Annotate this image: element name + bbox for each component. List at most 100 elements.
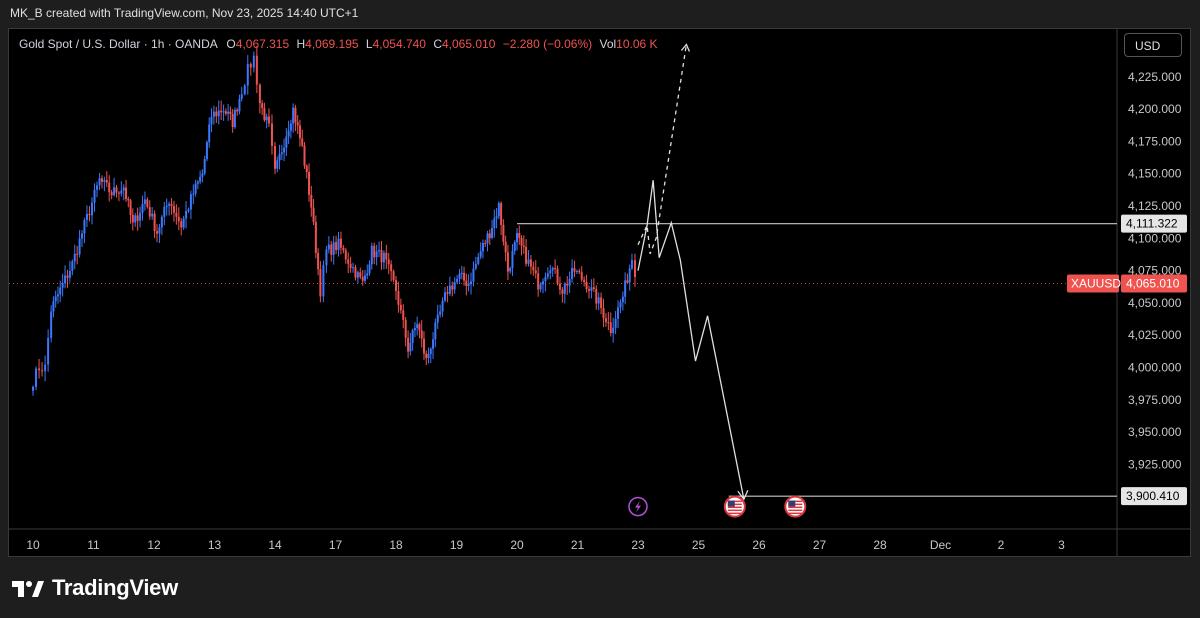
candle bbox=[168, 201, 171, 216]
candle bbox=[141, 195, 144, 221]
candle-body bbox=[453, 282, 456, 290]
candle-body bbox=[488, 233, 491, 238]
candle bbox=[81, 230, 84, 248]
candle-body bbox=[554, 267, 557, 269]
candle-body bbox=[409, 342, 412, 352]
x-tick-label: 19 bbox=[450, 538, 464, 552]
candle-body bbox=[212, 111, 215, 117]
price-chart[interactable]: 4,250.0004,225.0004,200.0004,175.0004,15… bbox=[9, 29, 1190, 556]
candle bbox=[205, 140, 208, 162]
candle-body bbox=[575, 270, 578, 272]
candle bbox=[539, 282, 542, 293]
candle bbox=[349, 256, 352, 273]
candle bbox=[395, 276, 397, 301]
candle bbox=[115, 184, 118, 198]
candle bbox=[546, 267, 549, 280]
candle-body bbox=[502, 224, 505, 242]
x-tick-label: 3 bbox=[1058, 538, 1065, 552]
low-label: L bbox=[365, 37, 373, 51]
candle bbox=[630, 253, 633, 271]
candle-body bbox=[580, 272, 583, 280]
candle-body bbox=[630, 260, 633, 269]
candle-body bbox=[566, 283, 569, 286]
candle-body bbox=[127, 198, 130, 201]
close-label: C bbox=[433, 37, 442, 51]
candle-body bbox=[229, 111, 232, 114]
candle bbox=[404, 316, 407, 347]
candle bbox=[525, 239, 528, 267]
candle-body bbox=[590, 287, 593, 291]
candle bbox=[180, 218, 183, 236]
candle bbox=[312, 198, 315, 226]
candle-body bbox=[551, 267, 554, 271]
candle-body bbox=[217, 110, 220, 117]
candle bbox=[561, 287, 564, 303]
candle-body bbox=[252, 55, 255, 68]
currency-button[interactable]: USD bbox=[1124, 33, 1182, 57]
candle-body bbox=[83, 219, 86, 234]
candle-body bbox=[347, 259, 350, 264]
candle-body bbox=[525, 246, 528, 264]
low-value: 4,054.740 bbox=[372, 37, 426, 51]
candle bbox=[420, 320, 423, 348]
candle bbox=[359, 267, 362, 280]
candle bbox=[626, 273, 629, 284]
candle-body bbox=[460, 272, 463, 274]
candle bbox=[363, 270, 366, 283]
candle-body bbox=[542, 281, 545, 285]
candle-body bbox=[81, 233, 84, 239]
candle bbox=[411, 328, 414, 351]
candle-body bbox=[246, 63, 249, 86]
candle-body bbox=[96, 185, 99, 190]
candle-body bbox=[236, 109, 239, 112]
support-price-tag-bg bbox=[1121, 487, 1187, 506]
candle-body bbox=[270, 123, 273, 147]
candle-body bbox=[539, 284, 542, 290]
candle bbox=[270, 114, 273, 155]
candle bbox=[182, 215, 185, 230]
candle-body bbox=[439, 311, 442, 315]
candle-body bbox=[429, 348, 432, 354]
candle bbox=[617, 300, 620, 329]
candle-body bbox=[276, 160, 279, 169]
candle bbox=[38, 358, 41, 379]
candle-body bbox=[312, 207, 315, 222]
chart-panel[interactable]: 4,250.0004,225.0004,200.0004,175.0004,15… bbox=[8, 28, 1191, 557]
candle-body bbox=[296, 122, 299, 126]
candle-body bbox=[356, 272, 359, 278]
candle bbox=[563, 282, 566, 304]
x-tick-label: 11 bbox=[87, 538, 100, 552]
candle bbox=[361, 270, 364, 286]
candle bbox=[231, 109, 234, 133]
candle bbox=[143, 191, 146, 211]
candle bbox=[402, 304, 405, 329]
candle bbox=[422, 331, 425, 360]
candle-body bbox=[361, 277, 364, 281]
candle bbox=[448, 276, 451, 296]
candle-body bbox=[278, 154, 281, 161]
brand-name: TradingView bbox=[52, 575, 178, 600]
candle bbox=[544, 272, 547, 292]
candle bbox=[484, 239, 487, 248]
candle-body bbox=[139, 212, 142, 221]
candle-body bbox=[544, 276, 547, 282]
candle bbox=[52, 296, 55, 318]
candle bbox=[509, 266, 512, 274]
candle-body bbox=[47, 338, 50, 365]
candle bbox=[537, 266, 540, 297]
candle bbox=[170, 198, 173, 215]
candle-body bbox=[182, 218, 185, 228]
candle bbox=[255, 46, 258, 94]
candle bbox=[212, 105, 215, 125]
candle bbox=[261, 100, 264, 116]
candle bbox=[289, 119, 292, 139]
candle-body bbox=[337, 238, 340, 251]
candle-body bbox=[402, 310, 405, 320]
candle bbox=[148, 200, 151, 220]
candle-body bbox=[628, 268, 631, 283]
candle-body bbox=[168, 203, 171, 206]
flag-stripe bbox=[788, 506, 803, 509]
candle bbox=[356, 270, 359, 284]
candle bbox=[292, 103, 295, 133]
candle-body bbox=[265, 116, 268, 121]
